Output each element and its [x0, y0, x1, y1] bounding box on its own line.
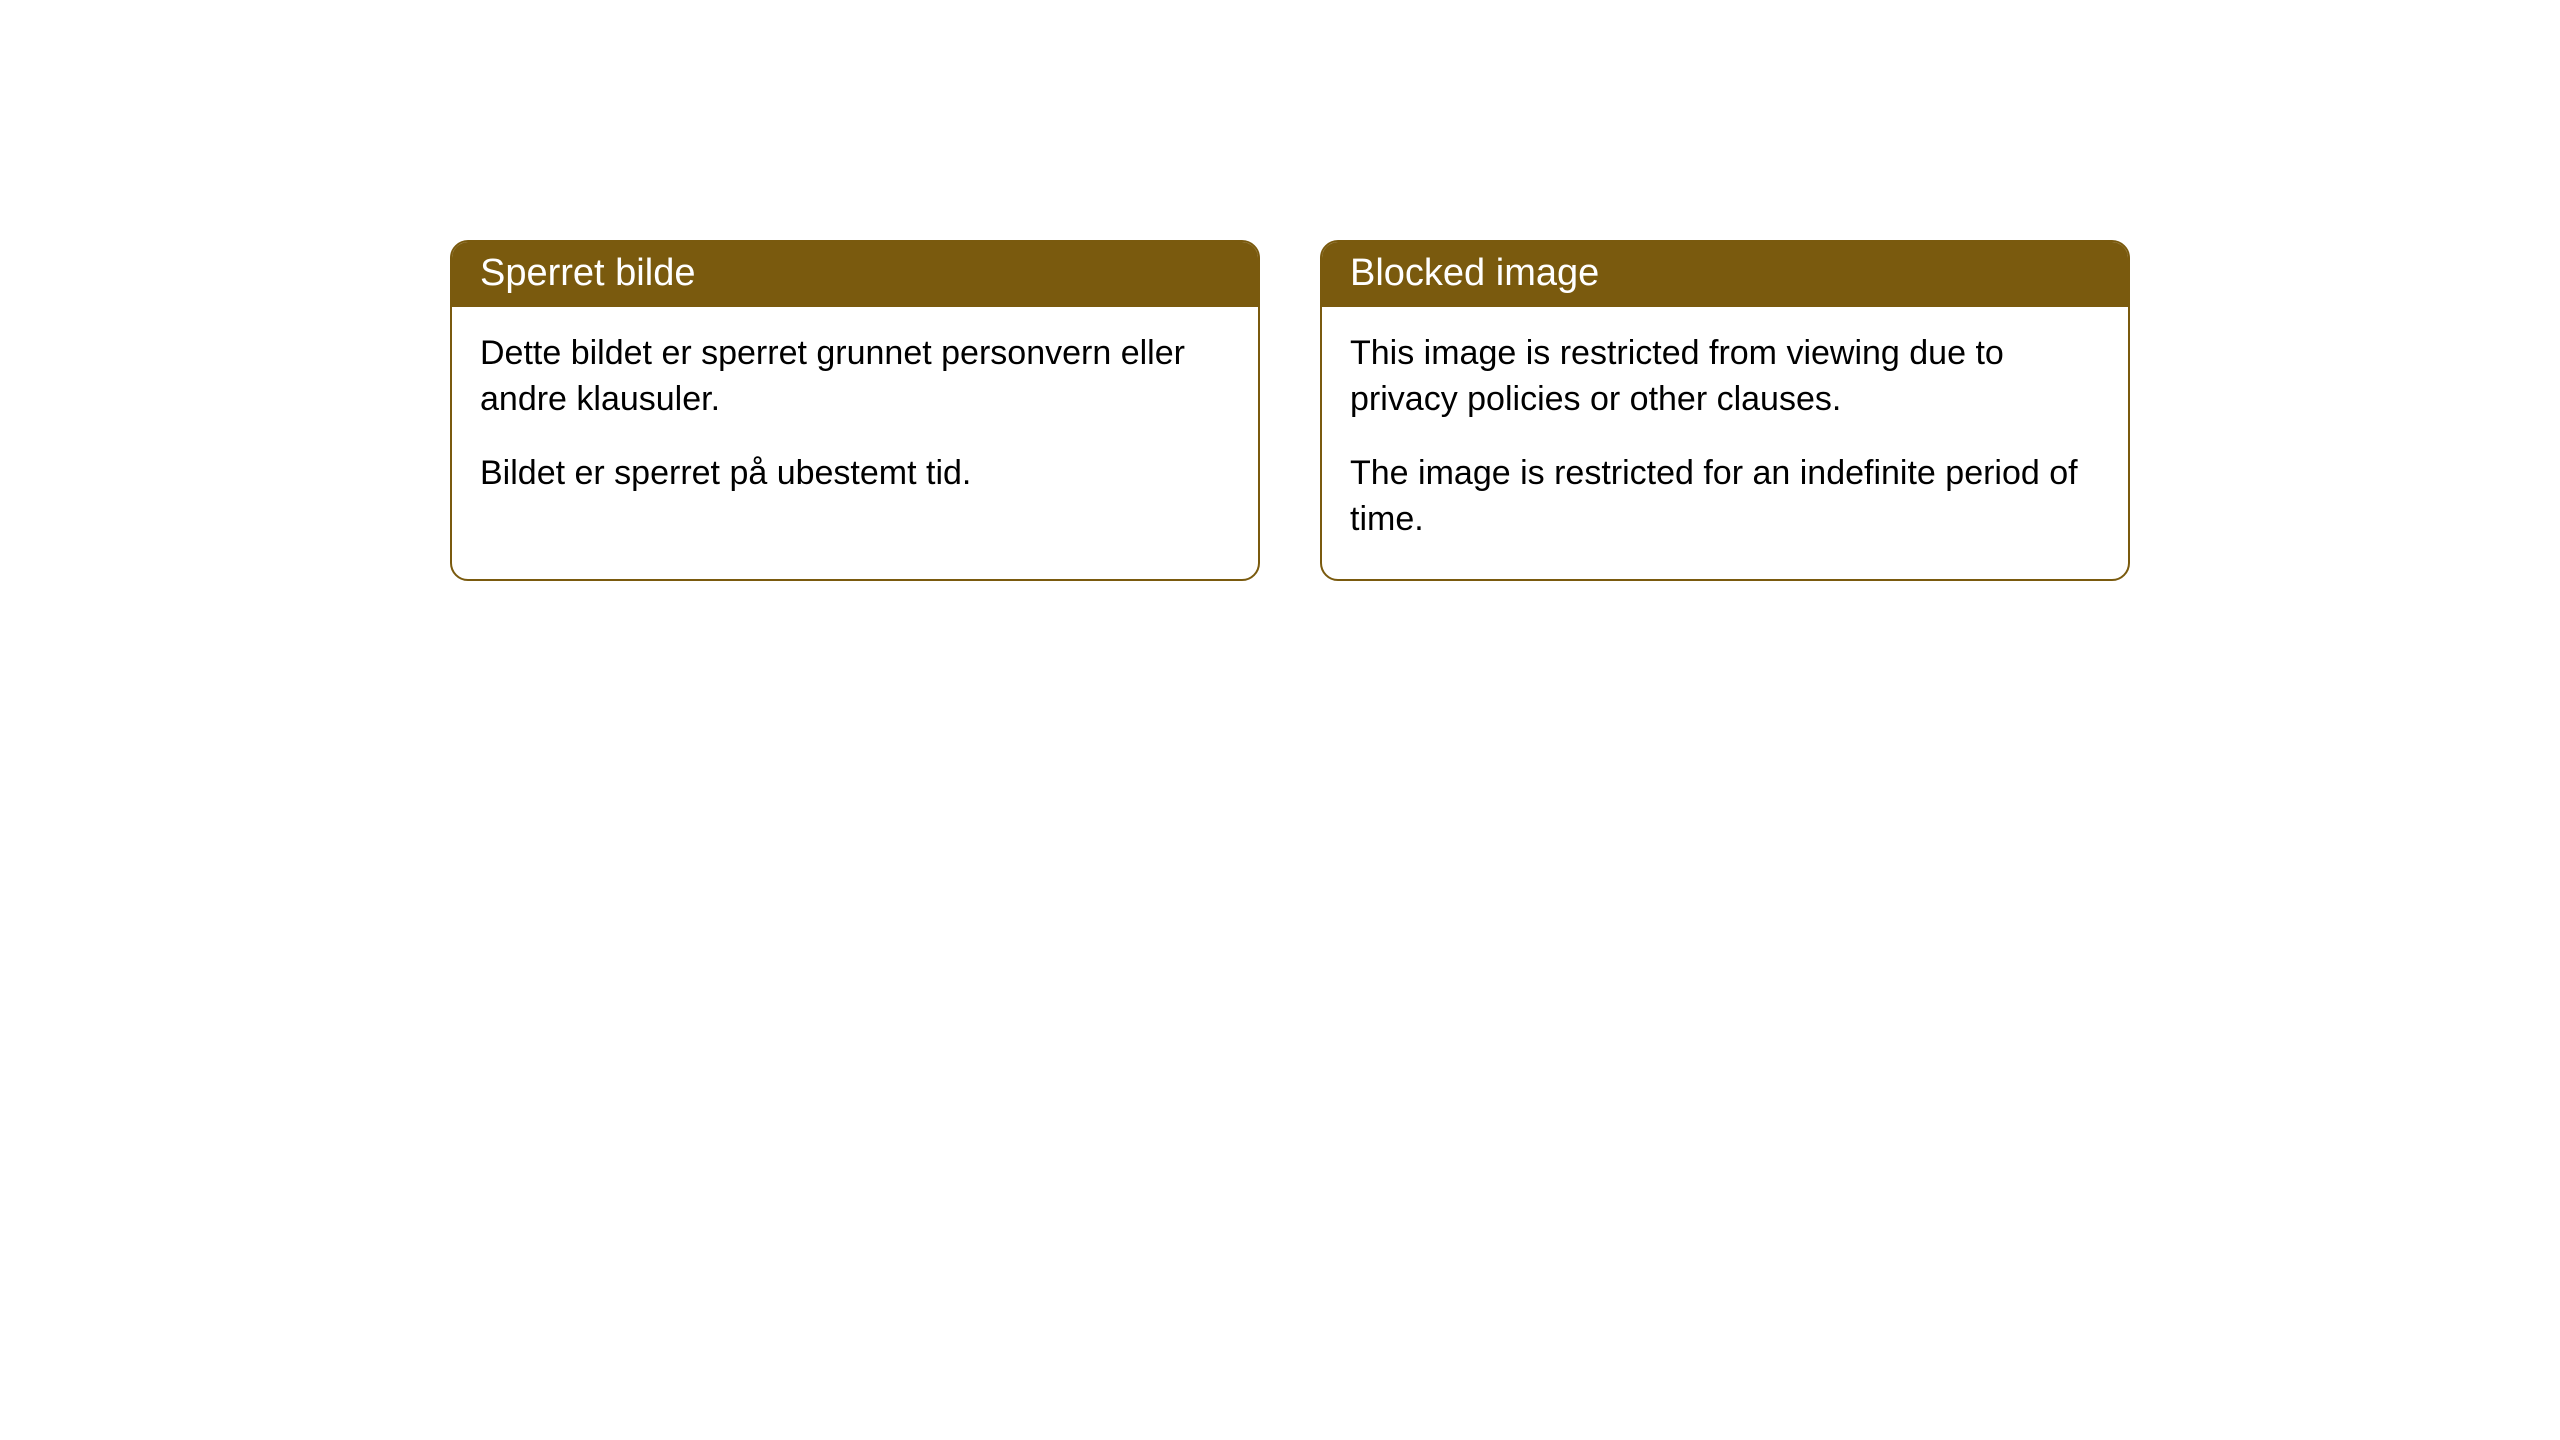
notice-card-english: Blocked image This image is restricted f…	[1320, 240, 2130, 581]
card-title: Blocked image	[1350, 252, 1599, 294]
card-body: This image is restricted from viewing du…	[1322, 307, 2128, 579]
card-body: Dette bildet er sperret grunnet personve…	[452, 307, 1258, 533]
notice-cards-container: Sperret bilde Dette bildet er sperret gr…	[0, 0, 2560, 581]
card-paragraph: This image is restricted from viewing du…	[1350, 331, 2100, 423]
card-title: Sperret bilde	[480, 252, 695, 294]
card-paragraph: Bildet er sperret på ubestemt tid.	[480, 451, 1230, 497]
card-paragraph: Dette bildet er sperret grunnet personve…	[480, 331, 1230, 423]
card-header: Blocked image	[1322, 242, 2128, 307]
card-paragraph: The image is restricted for an indefinit…	[1350, 451, 2100, 543]
notice-card-norwegian: Sperret bilde Dette bildet er sperret gr…	[450, 240, 1260, 581]
card-header: Sperret bilde	[452, 242, 1258, 307]
